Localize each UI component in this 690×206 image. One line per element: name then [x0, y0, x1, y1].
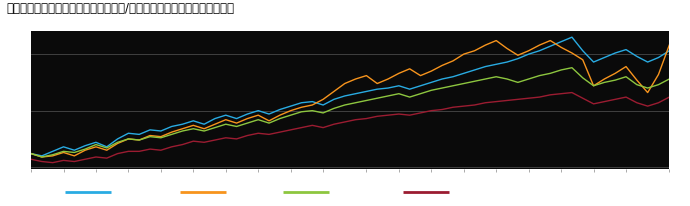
- Text: 総合: 総合: [123, 187, 133, 196]
- Text: オフィス: オフィス: [340, 187, 362, 196]
- Text: 店舗: 店舗: [237, 187, 248, 196]
- Text: 不動産価格指数（商業用不動産・総合/用途別・季節調整値）三大都市圏: 不動産価格指数（商業用不動産・総合/用途別・季節調整値）三大都市圏: [7, 2, 235, 15]
- Text: マンション等: マンション等: [461, 187, 493, 196]
